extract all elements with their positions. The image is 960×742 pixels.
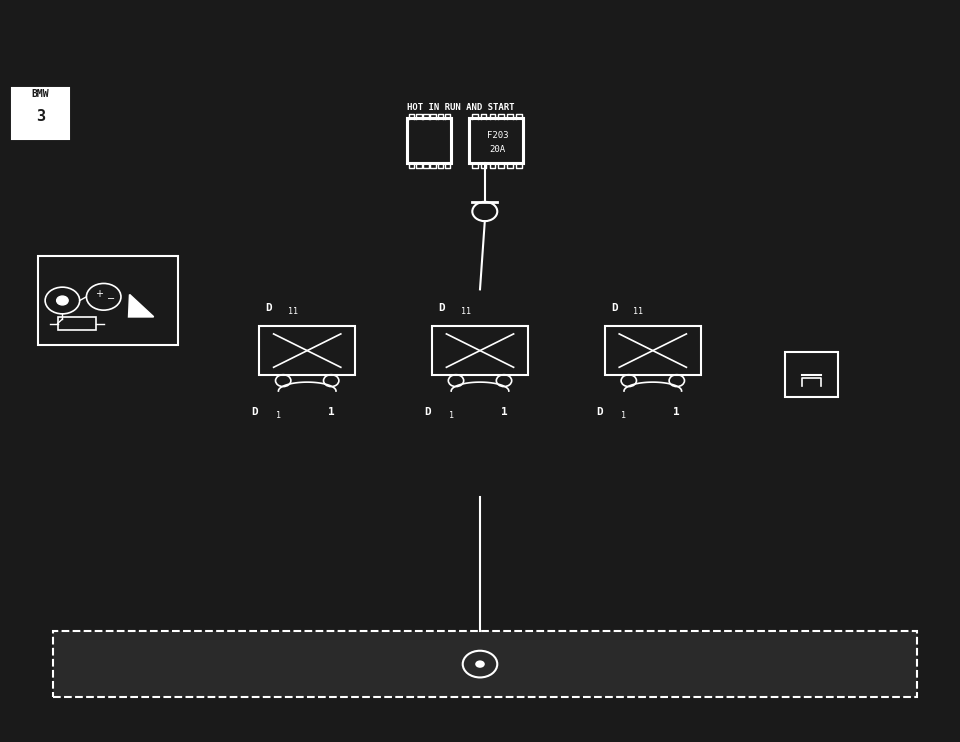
Bar	[432, 326, 528, 375]
Text: D: D	[438, 303, 445, 313]
Text: D: D	[423, 407, 431, 417]
Text: BMW: BMW	[32, 89, 49, 99]
Text: F203: F203	[487, 131, 508, 139]
Text: D: D	[611, 303, 618, 313]
Text: 20A: 20A	[487, 145, 502, 154]
Text: 1: 1	[621, 411, 627, 420]
Bar	[605, 326, 701, 375]
Text: F203: F203	[484, 132, 505, 141]
Text: 20A: 20A	[490, 145, 505, 154]
Bar	[38, 256, 178, 345]
FancyBboxPatch shape	[407, 118, 452, 164]
Bar	[408, 119, 451, 163]
Bar	[58, 317, 96, 330]
Text: D: D	[265, 303, 273, 313]
Text: 1: 1	[448, 411, 454, 420]
Text: +: +	[95, 289, 103, 299]
Text: D: D	[596, 407, 604, 417]
Circle shape	[57, 296, 68, 305]
Text: 1: 1	[673, 407, 681, 417]
Text: 1: 1	[500, 407, 508, 417]
Text: 1: 1	[327, 407, 335, 417]
Text: 3: 3	[36, 109, 45, 124]
Circle shape	[475, 660, 485, 668]
Text: D: D	[251, 407, 258, 417]
Text: 11: 11	[634, 307, 643, 316]
Text: HOT IN RUN AND START: HOT IN RUN AND START	[407, 103, 515, 112]
Bar	[470, 119, 523, 163]
FancyBboxPatch shape	[12, 88, 69, 139]
Text: 11: 11	[461, 307, 470, 316]
Text: −: −	[108, 294, 115, 304]
Bar	[784, 352, 837, 397]
Text: 11: 11	[288, 307, 298, 316]
Bar	[53, 631, 917, 697]
FancyBboxPatch shape	[469, 118, 524, 164]
Polygon shape	[129, 295, 154, 317]
Text: 1: 1	[276, 411, 281, 420]
Bar	[259, 326, 355, 375]
